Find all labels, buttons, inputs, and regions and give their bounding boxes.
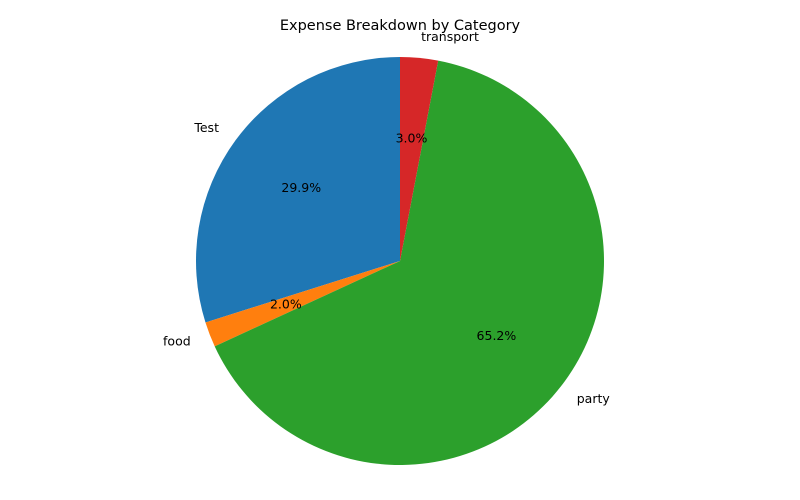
chart-title: Expense Breakdown by Category [280,18,521,34]
pie-slice-test [195,57,400,323]
slice-label-transport: transport [421,29,479,44]
pie-slice-party [214,60,604,466]
slice-percent-transport: 3.0% [396,131,428,146]
slice-percent-food: 2.0% [270,297,302,312]
pie-labels: Test 29.9% food 2.0% party 65.2% transport 3.0% [163,29,610,406]
pie-slice-transport [400,57,439,261]
slice-label-food: food [163,333,191,348]
pie-slice-food [205,261,400,347]
slice-percent-test: 29.9% [281,180,321,195]
slice-percent-party: 65.2% [477,328,517,343]
slice-label-test: Test [193,120,219,135]
slice-label-party: party [577,391,611,406]
pie-slices [195,57,604,466]
